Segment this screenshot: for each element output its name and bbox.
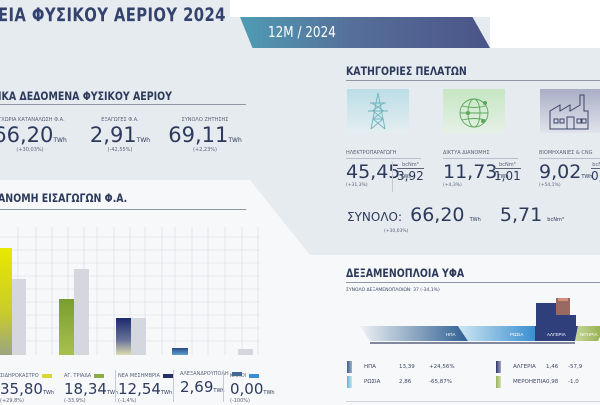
key-data-title: ΙΚΑ ΔΕΔΟΜΕΝΑ ΦΥΣΙΚΟΥ ΑΕΡΙΟΥ (0, 89, 172, 103)
ship-label-algeria: ΑΛΓΕΡΙΑ (547, 332, 566, 337)
swatch (249, 374, 260, 378)
customer-industry-cng: ΒΙΟΜΗΧΑΝΙΕΣ & CNG 9,02TWh (+54,1%) bcNm³… (539, 150, 600, 188)
legend-alexandroupoli: ΑΛΕΞΑΝΔΡΟΥΠΟΛΗ 2,69TWh (180, 371, 242, 396)
lng-ship-diagram: ΗΠΑ ΡΩΣΙΑ ΑΛΓΕΡΙΑ ΝΙΓΗΡΙΑ (360, 298, 600, 344)
key-data-rule (0, 104, 246, 105)
lng-title: ΔΕΞΑΜΕΝΟΠΛΟΙΑ ΥΦΑ (346, 266, 465, 280)
lng-origin-russia: ΡΩΣΙΑ 2,86 -65,87% (347, 376, 469, 388)
customer-power-generation: ΗΛΕΚΤΡΟΠΑΡΑΓΩΓΗ 45,45TWh (+31,3%) bcNm³ 3… (346, 150, 424, 192)
header-corner (490, 0, 600, 48)
period-label: 12M / 2024 (268, 23, 336, 41)
lng-origin-usa: ΗΠΑ 13,39 +24,56% (347, 361, 469, 373)
imports-title: ΑΝΟΜΗ ΕΙΣΑΓΩΓΩΝ Φ.Α. (0, 191, 128, 205)
stat-total-demand: ΣΥΝΟΛΟ ΖΗΤΗΣΗΣ 69,11TWh (+2,23%) (168, 117, 242, 153)
lng-rule (346, 282, 600, 283)
customers-rule (346, 80, 600, 81)
lng-origin-nigeria: ΜΕΡΟΗΕΠΙΑ 0,98 -1,0 (496, 376, 579, 388)
swatch (41, 374, 52, 378)
customers-total-change: (+30,03%) (384, 229, 409, 234)
period-banner: 12M / 2024 (240, 17, 490, 48)
legend-kipoi: ΚΗΠΟΙ 0,00TWh (-100%) (230, 373, 275, 404)
legend-divider (173, 370, 174, 402)
lng-subtitle: ΣΥΝΟΛΟ ΔΕΞΑΜΕΝΟΠΛΟΙΩΝ: 37 (-34,1%) (346, 288, 440, 293)
imports-rule (0, 209, 246, 210)
globe-network-icon (443, 89, 505, 133)
lng-origin-algeria: ΑΛΓΕΡΙΑ 1,46 -57,9 (496, 361, 582, 373)
legend-divider (223, 370, 224, 402)
customer-distribution-networks: ΔΙΚΤΥΑ ΔΙΑΝΟΜΗΣ 11,73TWh (+4,3%) bcNm³ 1,… (443, 150, 521, 188)
stat-exports: ΕΞΑΓΩΓΕΣ Φ.Α. 2,91TWh (-42,55%) (89, 117, 151, 153)
factory-icon (540, 89, 600, 133)
legend-ag-triada: ΑΓ. ΤΡΙΑΔΑ 18,34TWh (-33,9%) (64, 373, 119, 404)
legend-sidirokastro: ΣΙΔΗΡΟΚΑΣΤΡΟ 35,80TWh (+29,8%) (0, 373, 55, 404)
power-tower-icon (347, 89, 409, 133)
ship-label-usa: ΗΠΑ (446, 332, 456, 337)
swatch (231, 372, 242, 376)
swatch (162, 374, 173, 378)
customers-title: ΚΑΤΗΓΟΡΙΕΣ ΠΕΛΑΤΩΝ (346, 64, 467, 78)
lng-bottom-rule (346, 401, 600, 402)
ship-label-russia: ΡΩΣΙΑ (510, 332, 523, 337)
ship-label-nigeria: ΝΙΓΗΡΙΑ (580, 332, 597, 337)
imports-bar-chart (0, 227, 260, 355)
legend-divider (115, 370, 116, 402)
customers-total: ΣΥΝΟΛΟ: 66,20 TWh 5,71 bcNm³ (347, 204, 564, 226)
swatch (94, 374, 105, 378)
legend-nea-mesimvria: ΝΕΑ ΜΕΣΗΜΒΡΙΑ 12,54TWh (-1,4%) (118, 373, 173, 404)
stat-domestic-consumption: ΕΓΧΩΡΙΑ ΚΑΤΑΝΑΛΩΣΗ Φ.Α. 66,20TWh (+30,03… (0, 117, 67, 153)
page-title: ΕΙΑ ΦΥΣΙΚΟΥ ΑΕΡΙΟΥ 2024 (0, 4, 226, 26)
